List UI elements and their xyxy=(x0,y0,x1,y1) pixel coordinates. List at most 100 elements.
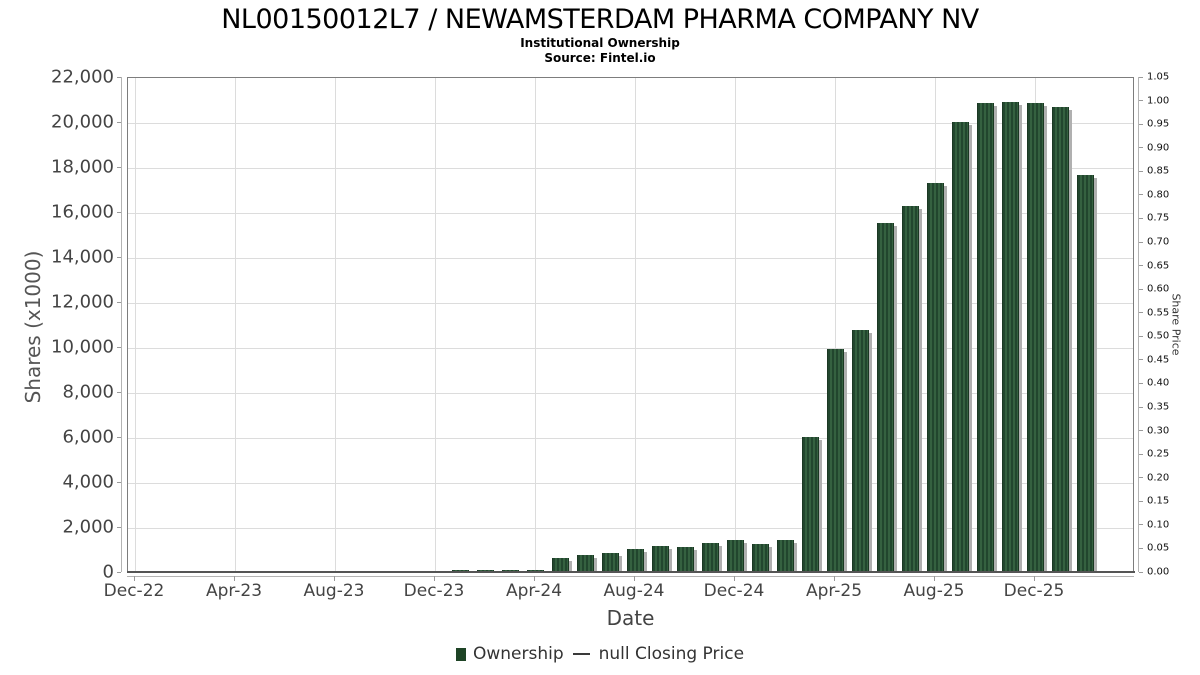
ownership-bar xyxy=(426,570,444,571)
ownership-bar xyxy=(801,436,819,571)
left-tick xyxy=(117,166,121,168)
ownership-bar xyxy=(851,330,869,571)
x-tick-label: Aug-24 xyxy=(603,581,665,601)
right-tick xyxy=(1139,547,1143,549)
right-tick-label: 0.85 xyxy=(1147,165,1170,177)
gridline-v xyxy=(834,78,836,571)
ownership-bar xyxy=(476,570,494,571)
left-tick-label: 6,000 xyxy=(62,426,114,448)
legend-price-label: null Closing Price xyxy=(598,644,745,664)
right-tick-label: 0.90 xyxy=(1147,142,1170,154)
x-tick xyxy=(333,576,335,581)
right-tick-label: 1.05 xyxy=(1147,71,1170,83)
ownership-bar xyxy=(901,206,919,571)
right-tick xyxy=(1139,194,1143,196)
ownership-bar xyxy=(501,570,519,571)
gridline-h xyxy=(128,212,1133,214)
ownership-bar xyxy=(651,546,669,571)
right-tick-label: 0.30 xyxy=(1147,425,1170,437)
right-tick xyxy=(1139,453,1143,455)
x-tick xyxy=(933,576,935,581)
left-tick-label: 14,000 xyxy=(51,246,114,268)
gridline-h xyxy=(128,527,1133,529)
right-tick xyxy=(1139,76,1143,78)
legend: Ownership null Closing Price xyxy=(0,644,1200,664)
x-tick-label: Apr-25 xyxy=(805,581,863,601)
x-tick xyxy=(733,576,735,581)
x-tick xyxy=(133,576,135,581)
legend-ownership-label: Ownership xyxy=(472,644,564,664)
right-tick xyxy=(1139,406,1143,408)
x-tick xyxy=(533,576,535,581)
right-tick-label: 0.50 xyxy=(1147,330,1170,342)
gridline-h xyxy=(128,167,1133,169)
x-tick-label: Dec-23 xyxy=(403,581,465,601)
x-tick xyxy=(433,576,435,581)
right-tick xyxy=(1139,312,1143,314)
right-tick xyxy=(1139,571,1143,573)
left-tick xyxy=(117,571,121,573)
right-tick-label: 0.55 xyxy=(1147,307,1170,319)
right-tick-label: 0.15 xyxy=(1147,495,1170,507)
right-tick xyxy=(1139,359,1143,361)
gridline-v xyxy=(434,78,436,571)
gridline-v xyxy=(634,78,636,571)
gridline-h xyxy=(128,482,1133,484)
left-tick xyxy=(117,481,121,483)
right-tick-label: 0.20 xyxy=(1147,472,1170,484)
x-axis-line xyxy=(127,571,1135,573)
left-tick-label: 16,000 xyxy=(51,201,114,223)
gridline-v xyxy=(734,78,736,571)
gridline-h xyxy=(128,302,1133,304)
ownership-bar xyxy=(526,569,544,571)
right-axis-spine xyxy=(1138,77,1139,572)
ownership-swatch-icon xyxy=(455,647,466,661)
right-tick xyxy=(1139,147,1143,149)
right-tick-label: 0.45 xyxy=(1147,354,1170,366)
chart-subtitle: Institutional Ownership xyxy=(520,36,680,50)
right-tick-label: 0.75 xyxy=(1147,212,1170,224)
left-tick-label: 4,000 xyxy=(62,471,114,493)
x-tick-label: Aug-25 xyxy=(903,581,965,601)
gridline-h xyxy=(128,122,1133,124)
right-tick-label: 0.00 xyxy=(1147,566,1170,578)
gridline-h xyxy=(128,437,1133,439)
chart-source: Source: Fintel.io xyxy=(544,51,656,65)
left-tick xyxy=(117,526,121,528)
gridline-h xyxy=(128,347,1133,349)
left-tick xyxy=(117,256,121,258)
left-tick xyxy=(117,436,121,438)
gridline-v xyxy=(234,78,236,571)
right-tick xyxy=(1139,335,1143,337)
ownership-bar xyxy=(601,552,619,571)
x-tick xyxy=(1033,576,1035,581)
ownership-bar xyxy=(676,546,694,571)
ownership-bar xyxy=(826,349,844,571)
left-tick-label: 20,000 xyxy=(51,111,114,133)
right-tick-label: 0.95 xyxy=(1147,118,1170,130)
gridline-v xyxy=(534,78,536,571)
right-tick xyxy=(1139,265,1143,267)
right-tick xyxy=(1139,500,1143,502)
right-tick-label: 0.70 xyxy=(1147,236,1170,248)
right-tick xyxy=(1139,382,1143,384)
gridline-h xyxy=(128,392,1133,394)
left-tick-label: 10,000 xyxy=(51,336,114,358)
left-tick xyxy=(117,76,121,78)
x-tick-label: Dec-25 xyxy=(1003,581,1065,601)
x-tick-label: Aug-23 xyxy=(303,581,365,601)
ownership-bar xyxy=(576,554,594,571)
x-tick xyxy=(833,576,835,581)
right-tick xyxy=(1139,430,1143,432)
price-line-icon xyxy=(572,652,590,656)
bottom-axis-spine xyxy=(127,576,1134,577)
ownership-bar xyxy=(701,542,719,571)
gridline-v xyxy=(334,78,336,571)
ownership-bar xyxy=(951,122,969,571)
ownership-bar xyxy=(926,183,944,571)
chart-title: NL00150012L7 / NEWAMSTERDAM PHARMA COMPA… xyxy=(221,4,979,35)
ownership-bar xyxy=(1076,174,1094,571)
right-tick xyxy=(1139,288,1143,290)
right-tick-label: 0.40 xyxy=(1147,377,1170,389)
